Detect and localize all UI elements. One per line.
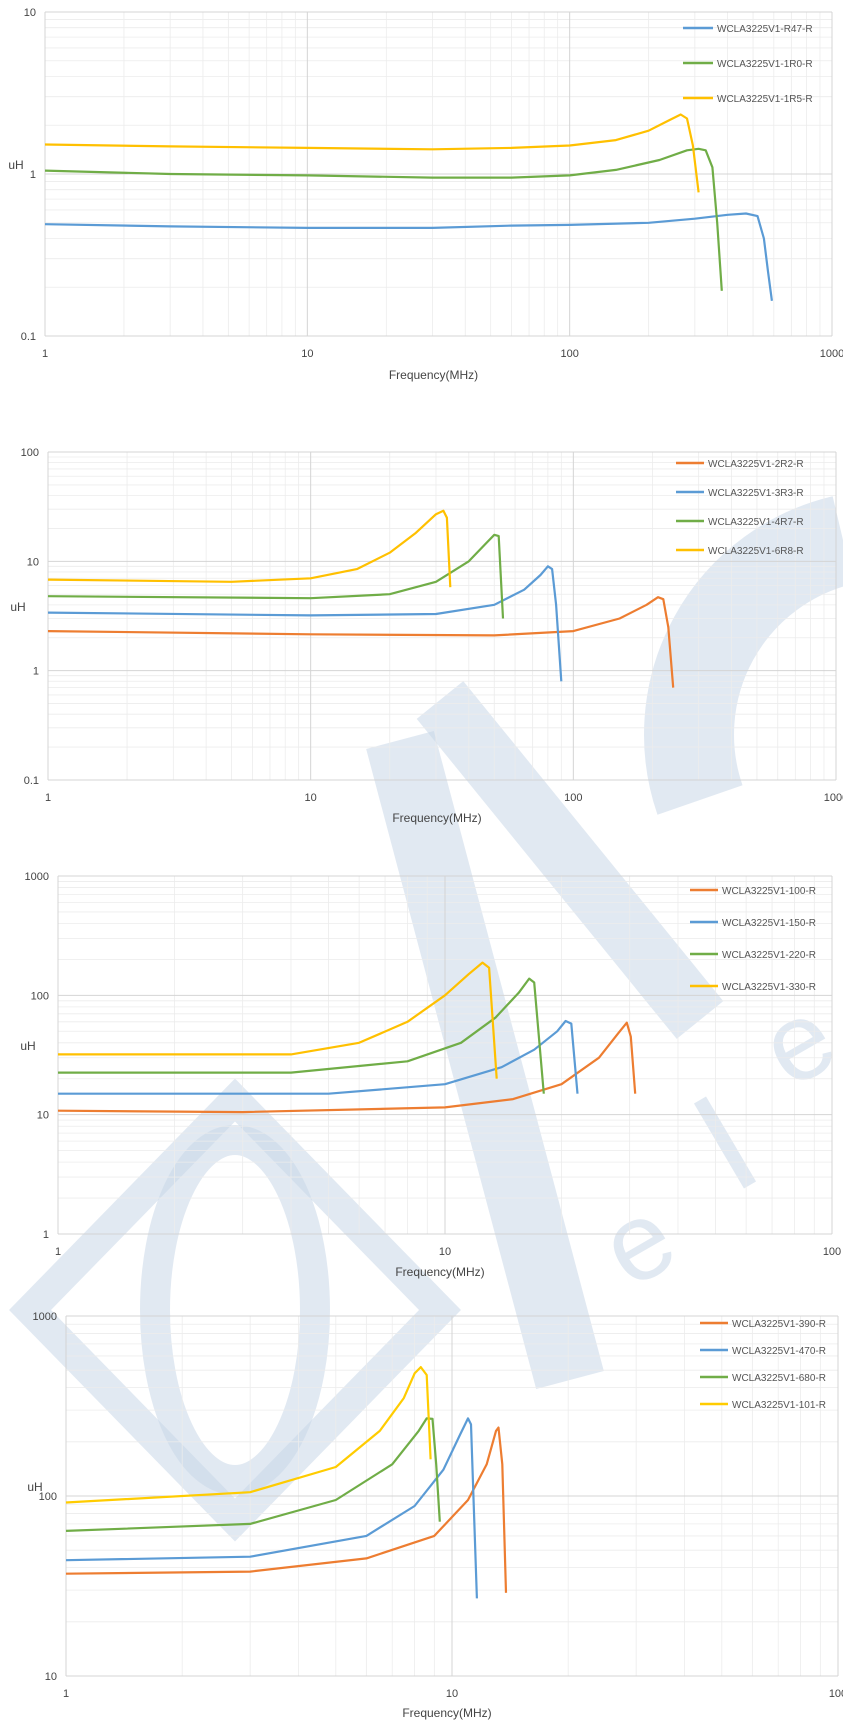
y-tick-label: 0.1 — [21, 331, 36, 343]
legend-label: WCLA3225V1-390-R — [732, 1319, 826, 1330]
legend: WCLA3225V1-100-R WCLA3225V1-150-R WCLA3225… — [690, 886, 816, 993]
x-tick-label: 100 — [829, 1688, 843, 1700]
x-tick-label: 1 — [63, 1688, 69, 1700]
legend-label: WCLA3225V1-6R8-R — [708, 546, 804, 557]
legend-label: WCLA3225V1-1R5-R — [717, 94, 813, 105]
x-axis-title: Frequency(MHz) — [389, 368, 478, 382]
x-tick-label: 100 — [560, 348, 578, 360]
legend-label: WCLA3225V1-3R3-R — [708, 488, 804, 499]
legend-label: WCLA3225V1-101-R — [732, 1400, 826, 1411]
legend-label: WCLA3225V1-330-R — [722, 982, 816, 993]
legend-label: WCLA3225V1-2R2-R — [708, 459, 804, 470]
chart-1: 1 10 100 1000 0.1 1 10 Frequency(MHz) uH WCLA3225… — [8, 7, 843, 382]
series-line-wcla3225v1-220-r — [58, 977, 545, 1094]
x-axis-title: Frequency(MHz) — [402, 1706, 491, 1720]
series-line-wcla3225v1-1r5-r — [44, 113, 700, 193]
legend-label: WCLA3225V1-680-R — [732, 1373, 826, 1384]
x-tick-label: 10 — [439, 1246, 451, 1258]
legend: WCLA3225V1-R47-R WCLA3225V1-1R0-R WCLA3225… — [683, 24, 813, 105]
chart-2: 1 10 100 1000 0.1 1 10 100 Frequency(MHz) uH WCLA3… — [10, 447, 843, 825]
series-line-wcla3225v1-390-r — [65, 1426, 508, 1593]
series-line-wcla3225v1-4r7-r — [47, 533, 505, 619]
legend-label: WCLA3225V1-1R0-R — [717, 59, 813, 70]
y-tick-label: 1 — [30, 169, 36, 181]
series-line-wcla3225v1-2r2-r — [47, 596, 675, 688]
y-axis-title: uH — [27, 1480, 42, 1494]
series-line-wcla3225v1-3r3-r — [47, 565, 563, 682]
y-axis-title: uH — [8, 158, 23, 172]
legend-label: WCLA3225V1-470-R — [732, 1346, 826, 1357]
y-tick-label: 1 — [33, 666, 39, 678]
x-tick-label: 1 — [55, 1246, 61, 1258]
x-tick-label: 100 — [823, 1246, 841, 1258]
x-tick-label: 1 — [45, 792, 51, 804]
y-tick-label: 10 — [24, 7, 36, 19]
x-tick-label: 100 — [564, 792, 582, 804]
y-tick-label: 100 — [39, 1491, 57, 1503]
legend-label: WCLA3225V1-150-R — [722, 918, 816, 929]
legend-label: WCLA3225V1-220-R — [722, 950, 816, 961]
series-line-wcla3225v1-150-r — [58, 1019, 579, 1095]
series-line-wcla3225v1-101-r — [65, 1366, 432, 1504]
legend: WCLA3225V1-2R2-R WCLA3225V1-3R3-R WCLA3225… — [676, 459, 804, 557]
y-tick-label: 0.1 — [24, 775, 39, 787]
y-tick-label: 100 — [21, 447, 39, 459]
y-tick-label: 10 — [37, 1110, 49, 1122]
y-tick-label: 10 — [45, 1671, 57, 1683]
y-tick-label: 10 — [27, 556, 39, 568]
series-line-wcla3225v1-680-r — [65, 1417, 441, 1532]
legend: WCLA3225V1-390-R WCLA3225V1-470-R WCLA3225… — [700, 1319, 826, 1411]
series-line-wcla3225v1-470-r — [65, 1417, 478, 1599]
legend-label: WCLA3225V1-R47-R — [717, 24, 813, 35]
y-tick-label: 100 — [31, 990, 49, 1002]
series-line-wcla3225v1-330-r — [58, 961, 498, 1079]
series-line-wcla3225v1-1r0-r — [44, 147, 723, 291]
legend-label: WCLA3225V1-100-R — [722, 886, 816, 897]
series-line-wcla3225v1-r47-r — [44, 212, 773, 301]
x-tick-label: 10 — [301, 348, 313, 360]
series-line-wcla3225v1-6r8-r — [47, 509, 452, 588]
y-axis-title: uH — [20, 1039, 35, 1053]
y-tick-label: 1000 — [33, 1311, 57, 1323]
x-tick-label: 10 — [305, 792, 317, 804]
y-tick-label: 1 — [43, 1229, 49, 1241]
chart-4: 1 10 100 10 100 1000 Frequency(MHz) uH WCLA3225V… — [27, 1311, 843, 1720]
series-line-wcla3225v1-100-r — [57, 1021, 637, 1114]
x-tick-label: 10 — [446, 1688, 458, 1700]
legend-label: WCLA3225V1-4R7-R — [708, 517, 804, 528]
chart-3: 1 10 100 1 10 100 1000 Frequency(MHz) uH WCLA3225… — [20, 871, 841, 1279]
y-tick-label: 1000 — [25, 871, 49, 883]
x-axis-title: Frequency(MHz) — [392, 811, 481, 825]
x-tick-label: 1000 — [820, 348, 843, 360]
x-tick-label: 1 — [42, 348, 48, 360]
x-axis-title: Frequency(MHz) — [395, 1265, 484, 1279]
x-tick-label: 1000 — [824, 792, 843, 804]
y-axis-title: uH — [10, 600, 25, 614]
